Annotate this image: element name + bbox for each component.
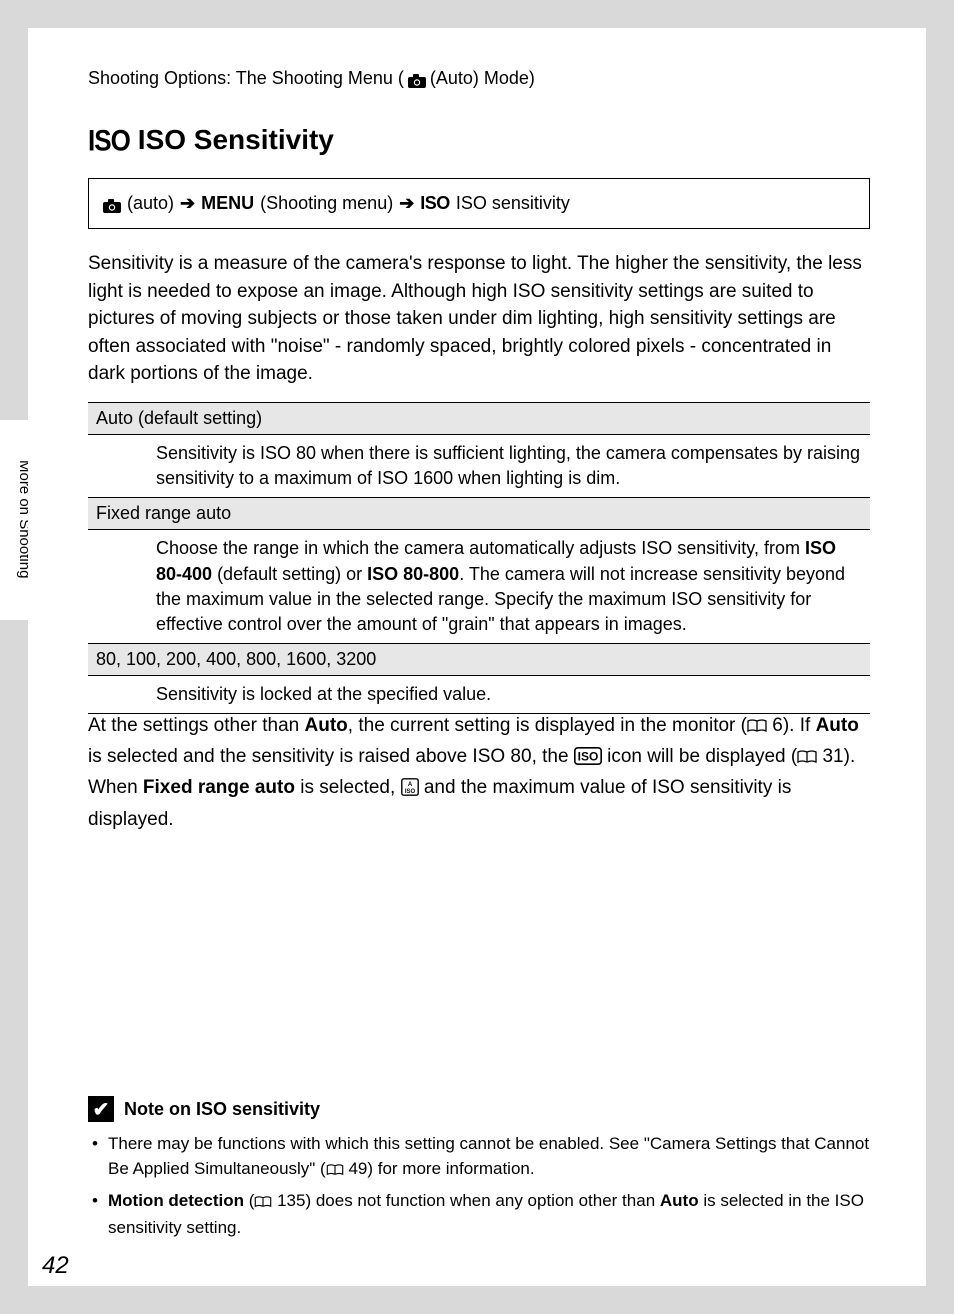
body-text: (default setting) or [212, 564, 367, 584]
path-auto: (auto) [127, 193, 174, 214]
iso-icon-small: ISO [420, 193, 450, 214]
iso-icon: ISO [88, 122, 130, 158]
note-block: ✔ Note on ISO sensitivity There may be f… [88, 1096, 870, 1247]
svg-text:ISO: ISO [404, 789, 415, 795]
camera-icon [408, 72, 426, 86]
breadcrumb-text: Shooting Options: The Shooting Menu ( [88, 68, 404, 89]
book-icon [254, 1191, 272, 1216]
text: is selected, [295, 777, 401, 798]
text: 49) for more information. [344, 1159, 535, 1178]
iso-indicator-icon: ISO [574, 746, 602, 775]
page: Shooting Options: The Shooting Menu ( (A… [28, 28, 926, 1286]
table-row-head: Auto (default setting) [88, 402, 870, 435]
text: 135) does not function when any option o… [272, 1191, 660, 1210]
list-item: There may be functions with which this s… [88, 1132, 870, 1183]
book-icon [326, 1159, 344, 1184]
menu-label: MENU [201, 193, 254, 214]
text: is selected and the sensitivity is raise… [88, 746, 574, 767]
check-icon: ✔ [88, 1096, 114, 1122]
book-icon [797, 745, 817, 774]
intro-paragraph: Sensitivity is a measure of the camera's… [88, 250, 870, 388]
fixed-range-icon: AISO [401, 777, 419, 806]
bold-text: Motion detection [108, 1191, 244, 1210]
arrow-icon: ➔ [399, 193, 414, 214]
body-text: Choose the range in which the camera aut… [156, 538, 805, 558]
arrow-icon: ➔ [180, 193, 195, 214]
note-list: There may be functions with which this s… [88, 1132, 870, 1241]
path-shootmenu: (Shooting menu) [260, 193, 393, 214]
breadcrumb-mode: (Auto) Mode) [430, 68, 535, 89]
camera-icon [103, 197, 121, 211]
bold-text: Auto [816, 715, 859, 736]
breadcrumb-header: Shooting Options: The Shooting Menu ( (A… [88, 68, 535, 89]
note-title: ✔ Note on ISO sensitivity [88, 1096, 870, 1122]
table-row-head: 80, 100, 200, 400, 800, 1600, 3200 [88, 643, 870, 676]
text: icon will be displayed ( [602, 746, 797, 767]
list-item: Motion detection ( 135) does not functio… [88, 1189, 870, 1240]
path-iso-text: ISO sensitivity [456, 193, 570, 214]
text: , the current setting is displayed in th… [348, 715, 747, 736]
page-title: ISO ISO Sensitivity [88, 124, 334, 156]
side-tab: More on Shooting [0, 420, 28, 620]
note-title-text: Note on ISO sensitivity [124, 1099, 320, 1120]
svg-text:ISO: ISO [577, 749, 598, 763]
text: At the settings other than [88, 715, 305, 736]
table-row-body: Choose the range in which the camera aut… [88, 530, 870, 643]
bold-text: Fixed range auto [143, 777, 295, 798]
table-row-body: Sensitivity is ISO 80 when there is suff… [88, 435, 870, 497]
table-row-body: Sensitivity is locked at the specified v… [88, 676, 870, 714]
text: 6). If [767, 715, 816, 736]
table-row-head: Fixed range auto [88, 497, 870, 530]
bold-text: Auto [660, 1191, 699, 1210]
title-text: ISO Sensitivity [138, 124, 334, 156]
settings-table: Auto (default setting) Sensitivity is IS… [88, 402, 870, 714]
bold-text: ISO 80-800 [367, 564, 459, 584]
text: ( [244, 1191, 254, 1210]
book-icon [747, 714, 767, 743]
page-number: 42 [42, 1252, 69, 1280]
svg-text:A: A [407, 782, 412, 788]
after-paragraph: At the settings other than Auto, the cur… [88, 712, 870, 834]
menu-path: (auto) ➔ MENU (Shooting menu) ➔ ISO ISO … [88, 178, 870, 229]
bold-text: Auto [305, 715, 348, 736]
